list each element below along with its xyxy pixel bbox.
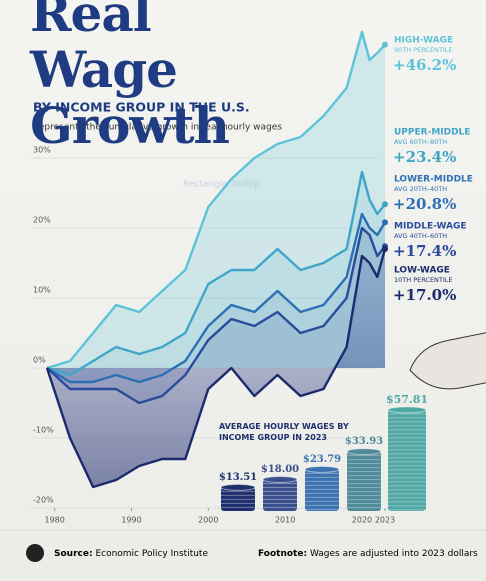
legend-name: UPPER-MIDDLE: [394, 128, 470, 138]
x-tick-label: 2000: [198, 516, 218, 525]
end-dot: [382, 201, 388, 208]
series-line: [46, 212, 387, 384]
legend-name: HIGH-WAGE: [394, 36, 453, 46]
legend-value: +17.0%: [393, 286, 456, 304]
legend-group: AVG 40TH–60TH: [394, 232, 447, 240]
coin-label: $33.93: [345, 436, 383, 447]
coin-top: [220, 483, 256, 491]
legend-name: MIDDLE-WAGE: [394, 222, 466, 232]
series-line: [46, 226, 386, 405]
legend-value: +17.4%: [393, 242, 456, 260]
y-tick-label: 20%: [33, 216, 51, 225]
source: Source: Economic Policy Institute: [54, 549, 208, 559]
inset-title-line: INCOME GROUP IN 2023: [219, 433, 327, 442]
y-tick-label: 10%: [33, 286, 51, 295]
title: Real Wage Growth: [30, 0, 230, 155]
series-line: [46, 30, 386, 370]
y-tick-label: 0%: [33, 356, 46, 365]
plot: -20% -10% 0% 10% 20% 30% 1980 1990 2000 2010 2020 2…: [30, 30, 395, 525]
series-area: [47, 32, 385, 368]
coin-label: $13.51: [219, 472, 257, 483]
legend-group: 90TH PERCENTILE: [394, 46, 453, 54]
coin-stack: [388, 409, 426, 511]
x-tick-label: 2010: [275, 516, 295, 525]
coin-top: [262, 476, 298, 483]
legend-group: AVG 20TH–40TH: [394, 185, 447, 193]
legend-group: AVG 60TH–80TH: [394, 138, 447, 146]
series-line: [46, 170, 386, 377]
coin-top: [304, 465, 340, 473]
y-tick-label: 30%: [33, 146, 51, 155]
x-tick-label: 2020: [352, 516, 372, 525]
coin-stack: [305, 469, 339, 511]
coin-stack: [221, 487, 255, 511]
series-area: [47, 228, 385, 403]
inset-title-1: AVERAGE HOURLY WAGES BY INCOME GROUP IN 2…: [219, 422, 349, 442]
coin-stack: [347, 451, 381, 511]
logo: [26, 544, 44, 562]
y-tick-label: -10%: [33, 426, 54, 435]
legend-value: +23.4%: [393, 148, 456, 166]
description: Represents the cumulative growth in real…: [33, 123, 282, 133]
series-line: [45, 248, 387, 489]
legend-name: LOW-WAGE: [394, 266, 450, 276]
inset-title-line: AVERAGE HOURLY WAGES BY: [219, 422, 349, 431]
watermark: Rectangle Tooltip: [183, 180, 260, 190]
legend-value: +20.8%: [393, 195, 456, 213]
subtitle: BY INCOME GROUP IN THE U.S.: [33, 100, 250, 115]
footnote: Footnote: Wages are adjusted into 2023 d…: [258, 549, 478, 559]
x-tick-label: 2023: [375, 516, 395, 525]
coin-stack: [263, 479, 297, 511]
end-dot: [382, 41, 388, 48]
coin-label: $23.79: [303, 454, 341, 465]
coin-label: $57.81: [386, 393, 428, 406]
legend-name: LOWER-MIDDLE: [394, 175, 473, 185]
series-area: [47, 214, 385, 382]
series-area: [47, 249, 385, 487]
legend-value: +46.2%: [393, 56, 456, 74]
series-area: [47, 172, 385, 375]
end-dot: [382, 246, 388, 252]
hand: [409, 332, 486, 390]
coin-top: [387, 406, 427, 414]
end-dot: [382, 219, 388, 226]
y-tick-label: -20%: [33, 496, 54, 505]
x-tick-label: 1980: [45, 516, 65, 525]
coin-label: $18.00: [261, 464, 299, 475]
legend-group: 10TH PERCENTILE: [394, 276, 453, 284]
coin-top: [346, 448, 382, 456]
x-tick-label: 1990: [121, 516, 141, 525]
